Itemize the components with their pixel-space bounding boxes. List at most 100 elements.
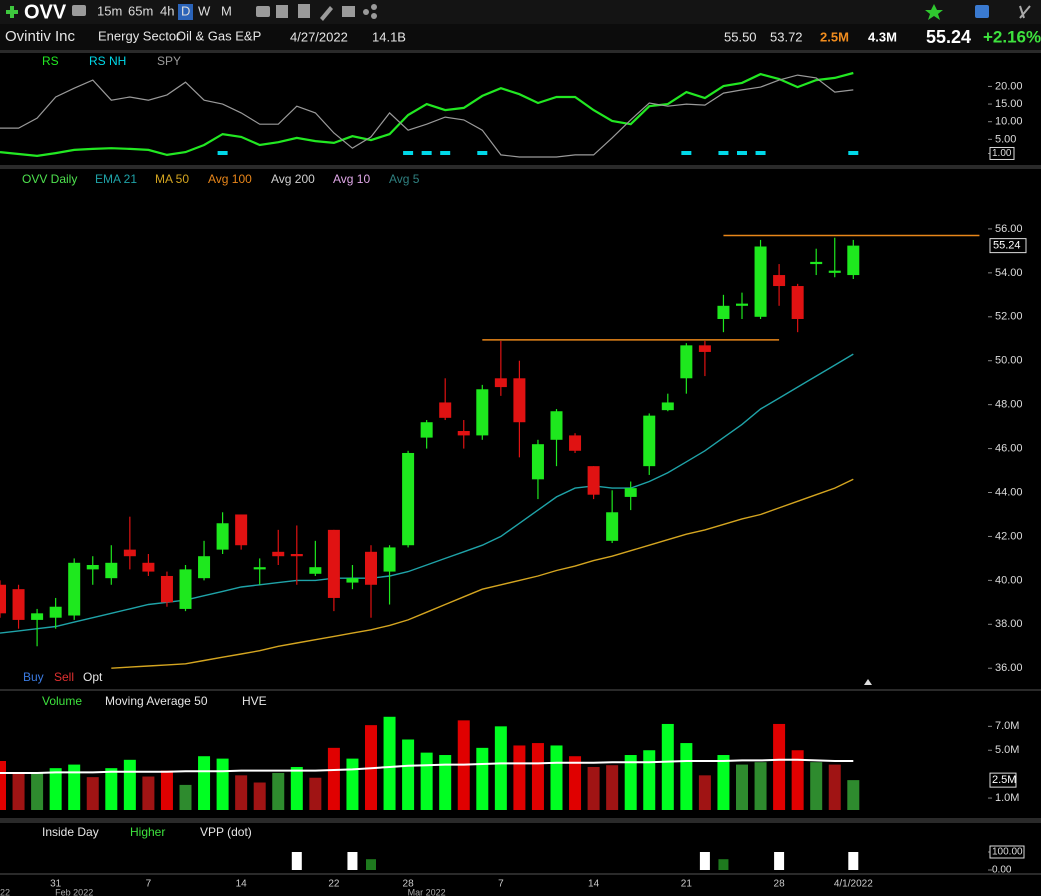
- volume-bar: [0, 761, 6, 810]
- legend-entry[interactable]: Moving Average 50: [105, 694, 208, 708]
- tick-box: [989, 146, 1015, 160]
- legend-entry[interactable]: Inside Day: [42, 825, 99, 839]
- icon[interactable]: [320, 6, 333, 21]
- volume-tag: [989, 772, 1017, 788]
- icon[interactable]: [298, 4, 310, 18]
- rs-new-high: [421, 151, 432, 155]
- y-tick-label: 54.00: [995, 267, 1023, 279]
- rs-new-high: [755, 151, 766, 155]
- interval-button[interactable]: M: [221, 3, 232, 18]
- symbol[interactable]: OVV: [24, 1, 67, 23]
- candle-body: [736, 303, 748, 306]
- volume-bar: [513, 745, 526, 810]
- legend-entry[interactable]: Avg 10: [333, 172, 370, 186]
- legend-entry[interactable]: Higher: [130, 825, 165, 839]
- legend-entry[interactable]: SPY: [157, 54, 181, 68]
- legend-entry[interactable]: Volume: [42, 694, 82, 708]
- add-icon[interactable]: [6, 6, 18, 18]
- icon[interactable]: [342, 6, 355, 17]
- legend-entry[interactable]: RS: [42, 54, 59, 68]
- legend-entry[interactable]: RS NH: [89, 54, 126, 68]
- rs-new-high: [217, 151, 228, 155]
- candle-body: [402, 452, 415, 546]
- volume-bar: [31, 772, 44, 810]
- volume-bar: [476, 747, 489, 810]
- candle-body: [383, 547, 396, 572]
- interval-button[interactable]: D: [181, 3, 190, 18]
- x-month-label: Feb 2022: [55, 887, 93, 896]
- candle-body: [309, 567, 322, 574]
- y-tick-label: 1.0M: [995, 792, 1019, 804]
- volume-bar: [439, 755, 452, 810]
- volume-bar: [661, 723, 674, 810]
- candle-body: [105, 562, 118, 579]
- x-month-label: Mar 2022: [408, 887, 446, 896]
- interval-button[interactable]: W: [198, 3, 211, 18]
- icon[interactable]: [371, 4, 377, 10]
- candle-body: [0, 584, 6, 614]
- y-tick-label: 56.00: [995, 223, 1023, 235]
- icon[interactable]: [256, 6, 270, 17]
- icon[interactable]: [72, 5, 86, 16]
- order-button[interactable]: Opt: [83, 670, 103, 684]
- candle-body: [476, 389, 489, 436]
- volume-bar: [198, 756, 211, 810]
- y-tick-label: 36.00: [995, 662, 1023, 674]
- rs-new-high: [737, 151, 747, 155]
- order-button[interactable]: Sell: [54, 670, 74, 684]
- legend-entry[interactable]: EMA 21: [95, 172, 137, 186]
- legend-entry[interactable]: OVV Daily: [22, 172, 77, 186]
- volume-bar: [179, 784, 192, 810]
- candle-body: [606, 512, 619, 541]
- y-tick-label: 38.00: [995, 618, 1023, 630]
- volume-ma: [0, 758, 854, 774]
- indicator-bar: [774, 852, 785, 870]
- legend-entry[interactable]: Avg 5: [389, 172, 420, 186]
- close-icon[interactable]: [1019, 5, 1031, 19]
- icon[interactable]: [975, 5, 989, 18]
- rs-new-high: [681, 151, 692, 155]
- volume-bar: [290, 766, 303, 810]
- x-tick-label: 22: [328, 879, 340, 890]
- candle-body: [123, 549, 136, 557]
- moving-average: [111, 478, 854, 669]
- y-tick-label: 48.00: [995, 399, 1023, 411]
- icon[interactable]: [371, 13, 377, 19]
- rs-new-high: [403, 151, 414, 155]
- candle-body: [513, 378, 526, 423]
- interval-button[interactable]: 65m: [128, 3, 153, 18]
- volume-bar: [327, 747, 340, 810]
- candle-body: [439, 402, 452, 418]
- y-tick-label: 44.00: [995, 486, 1023, 498]
- scroll-marker[interactable]: [864, 679, 872, 685]
- candle-body: [327, 529, 340, 598]
- volume-bar: [828, 764, 841, 810]
- legend-entry[interactable]: Avg 200: [271, 172, 315, 186]
- separator: [0, 818, 1041, 823]
- volume-bar: [680, 743, 693, 810]
- volume-bar: [624, 755, 637, 810]
- interval-button[interactable]: 15m: [97, 3, 122, 18]
- order-button[interactable]: Buy: [23, 670, 44, 684]
- candle-body: [624, 488, 637, 497]
- legend-entry[interactable]: HVE: [242, 694, 267, 708]
- volume-bar: [12, 772, 25, 810]
- candle-body: [86, 564, 99, 570]
- y-tick-label: 5.00: [995, 133, 1016, 145]
- candle-body: [661, 402, 674, 411]
- legend-entry[interactable]: VPP (dot): [200, 825, 252, 839]
- interval-button[interactable]: 4h: [160, 3, 174, 18]
- legend-entry[interactable]: MA 50: [155, 172, 189, 186]
- candle-body: [198, 556, 211, 579]
- date: 4/27/2022: [290, 29, 348, 44]
- candle-body: [717, 305, 730, 319]
- volume-bar: [105, 768, 118, 810]
- volume-bar: [383, 716, 396, 810]
- volume-bar: [569, 756, 582, 810]
- x-tick-label: 28: [774, 879, 786, 890]
- candle-body: [346, 578, 359, 583]
- icon[interactable]: [925, 4, 943, 20]
- legend-entry[interactable]: Avg 100: [208, 172, 252, 186]
- icon[interactable]: [276, 5, 288, 18]
- icon[interactable]: [363, 9, 369, 15]
